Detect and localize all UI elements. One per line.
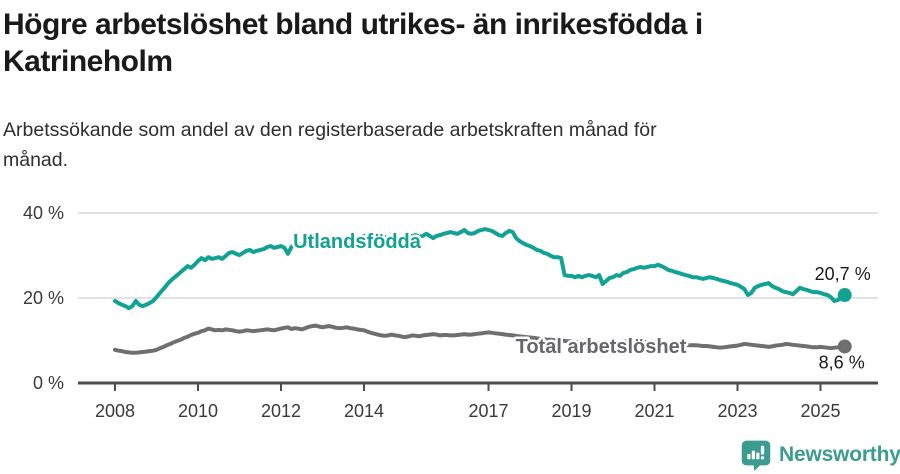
chart-subtitle: Arbetssökande som andel av den registerb… — [3, 119, 657, 171]
x-tick-label-2021: 2021 — [634, 401, 674, 421]
x-tick-label-2017: 2017 — [468, 401, 508, 421]
line-chart: 2008 2010 2012 2014 2017 2019 2021 2023 2025 0 % 2… — [23, 203, 878, 421]
y-tick-label-20: 20 % — [23, 288, 64, 308]
x-tick-label-2010: 2010 — [178, 401, 218, 421]
brand-name: Newsworthy — [779, 443, 900, 466]
chart-title: Högre arbetslöshet bland utrikes- än inr… — [3, 8, 703, 78]
x-tick-label-2023: 2023 — [717, 401, 757, 421]
series-label-total-arbetsl-shet: Total arbetslöshet — [516, 336, 687, 358]
brand-footer: Newsworthy — [741, 439, 900, 471]
y-tick-label-40: 40 % — [23, 203, 64, 223]
end-dot-total-arbetsl-shet — [837, 339, 852, 354]
series-line-total-arbetsl-shet — [113, 323, 847, 355]
series-line-utlandsf-dda — [113, 227, 847, 311]
x-tick-label-2025: 2025 — [800, 401, 840, 421]
x-tick-label-2012: 2012 — [261, 401, 301, 421]
x-tick-label-2008: 2008 — [95, 401, 135, 421]
x-tick-label-2014: 2014 — [344, 401, 384, 421]
newsworthy-logo-icon — [741, 440, 771, 471]
y-tick-label-0: 0 % — [33, 373, 64, 393]
x-tick-label-2019: 2019 — [551, 401, 591, 421]
end-value-label-total-arbetsl-shet: 8,6 % — [819, 352, 865, 372]
end-value-label-utlandsf-dda: 20,7 % — [815, 264, 871, 284]
end-dot-utlandsf-dda — [837, 288, 852, 303]
series-label-utlandsf-dda: Utlandsfödda — [293, 231, 422, 253]
